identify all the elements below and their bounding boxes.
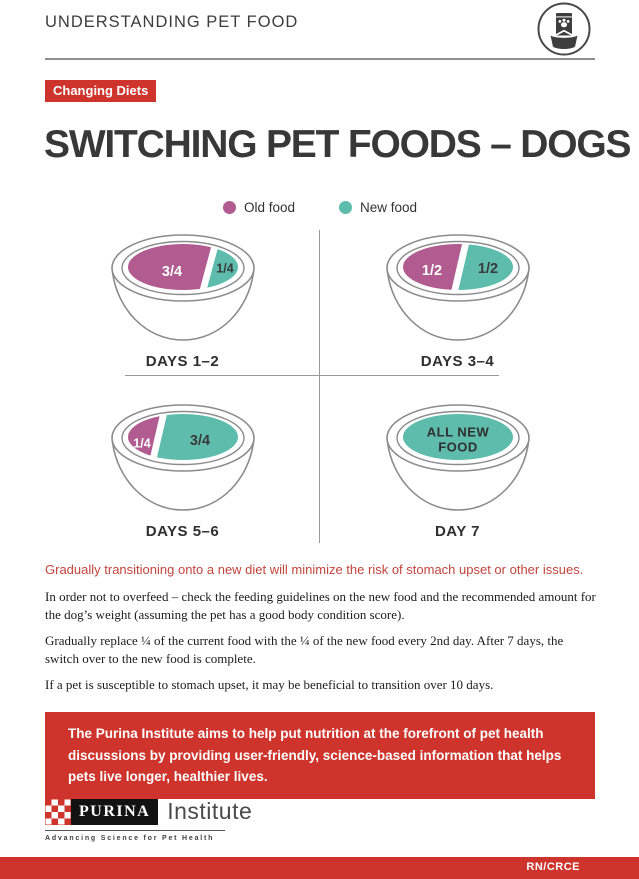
legend-item-new-food: New food [339, 200, 417, 215]
legend: Old food New food [45, 200, 595, 215]
all-new-food-label-line2: FOOD [438, 439, 478, 454]
footer-code: RN/CRCE [526, 861, 580, 873]
bowl-day-label: DAY 7 [434, 523, 481, 540]
new-food-dot-icon [339, 201, 352, 214]
new-fraction-label: 3/4 [189, 433, 209, 449]
highlight-sentence: Gradually transitioning onto a new diet … [45, 562, 584, 577]
logo-tagline: Advancing Science for Pet Health [45, 830, 225, 842]
new-fraction-label: 1/4 [216, 261, 233, 275]
pet-food-bag-and-bowl-icon [537, 2, 591, 56]
paragraph-stomach-upset: If a pet is susceptible to stomach upset… [45, 676, 494, 692]
bowl-diagram-days-5-6: 1/4 3/4 [110, 404, 255, 511]
paragraph-replace-quarter: Gradually replace ¼ of the current food … [45, 632, 564, 666]
paragraph-overfeed: In order not to overfeed – check the fee… [45, 589, 596, 622]
grid-vertical-divider [319, 230, 320, 543]
footer-bar: RN/CRCE [0, 857, 639, 879]
purina-wordmark: PURINA [79, 802, 151, 820]
bowl-cell-day-7: ALL NEW FOOD DAY 7 [320, 387, 595, 545]
grid-horizontal-divider [125, 375, 499, 376]
legend-label: Old food [243, 200, 295, 215]
purina-wordmark-box: PURINA [71, 798, 159, 825]
new-fraction-label: 1/2 [477, 261, 497, 277]
bowl-day-label: DAYS 3–4 [420, 353, 495, 370]
bowl-cell-days-3-4: 1/2 1/2 DAYS 3–4 [320, 227, 595, 387]
all-new-food-label-line1: ALL NEW [426, 424, 489, 439]
purina-checkerboard-icon [45, 798, 71, 825]
legend-label: New food [360, 200, 418, 215]
old-food-dot-icon [222, 201, 236, 214]
old-fraction-label: 3/4 [161, 264, 181, 280]
old-fraction-label: 1/4 [133, 436, 150, 450]
page-title: SWITCHING PET FOODS – DOGS [44, 123, 632, 166]
section-badge: Changing Diets [45, 80, 157, 102]
legend-item-old-food: Old food [222, 200, 295, 215]
bowl-diagram-days-1-2: 3/4 1/4 [110, 234, 255, 341]
purina-institute-logo: PURINA Institute Advancing Science for P… [45, 798, 252, 842]
bowl-grid: 3/4 1/4 DAYS 1–2 1/2 1/2 [45, 227, 595, 545]
bowl-cell-days-1-2: 3/4 1/4 DAYS 1–2 [45, 227, 320, 387]
old-fraction-label: 1/2 [421, 263, 441, 279]
purina-institute-callout: The Purina Institute aims to help put nu… [45, 712, 595, 799]
bowl-diagram-day-7: ALL NEW FOOD [385, 404, 530, 511]
header-divider [45, 58, 595, 60]
page-header-title: UNDERSTANDING PET FOOD [45, 13, 299, 31]
bowl-day-label: DAYS 5–6 [145, 523, 220, 540]
bowl-day-label: DAYS 1–2 [145, 353, 220, 370]
bowl-cell-days-5-6: 1/4 3/4 DAYS 5–6 [45, 387, 320, 545]
institute-wordmark: Institute [167, 798, 253, 824]
body-paragraphs: In order not to overfeed – check the fee… [45, 588, 597, 702]
bowl-diagram-days-3-4: 1/2 1/2 [385, 234, 530, 341]
